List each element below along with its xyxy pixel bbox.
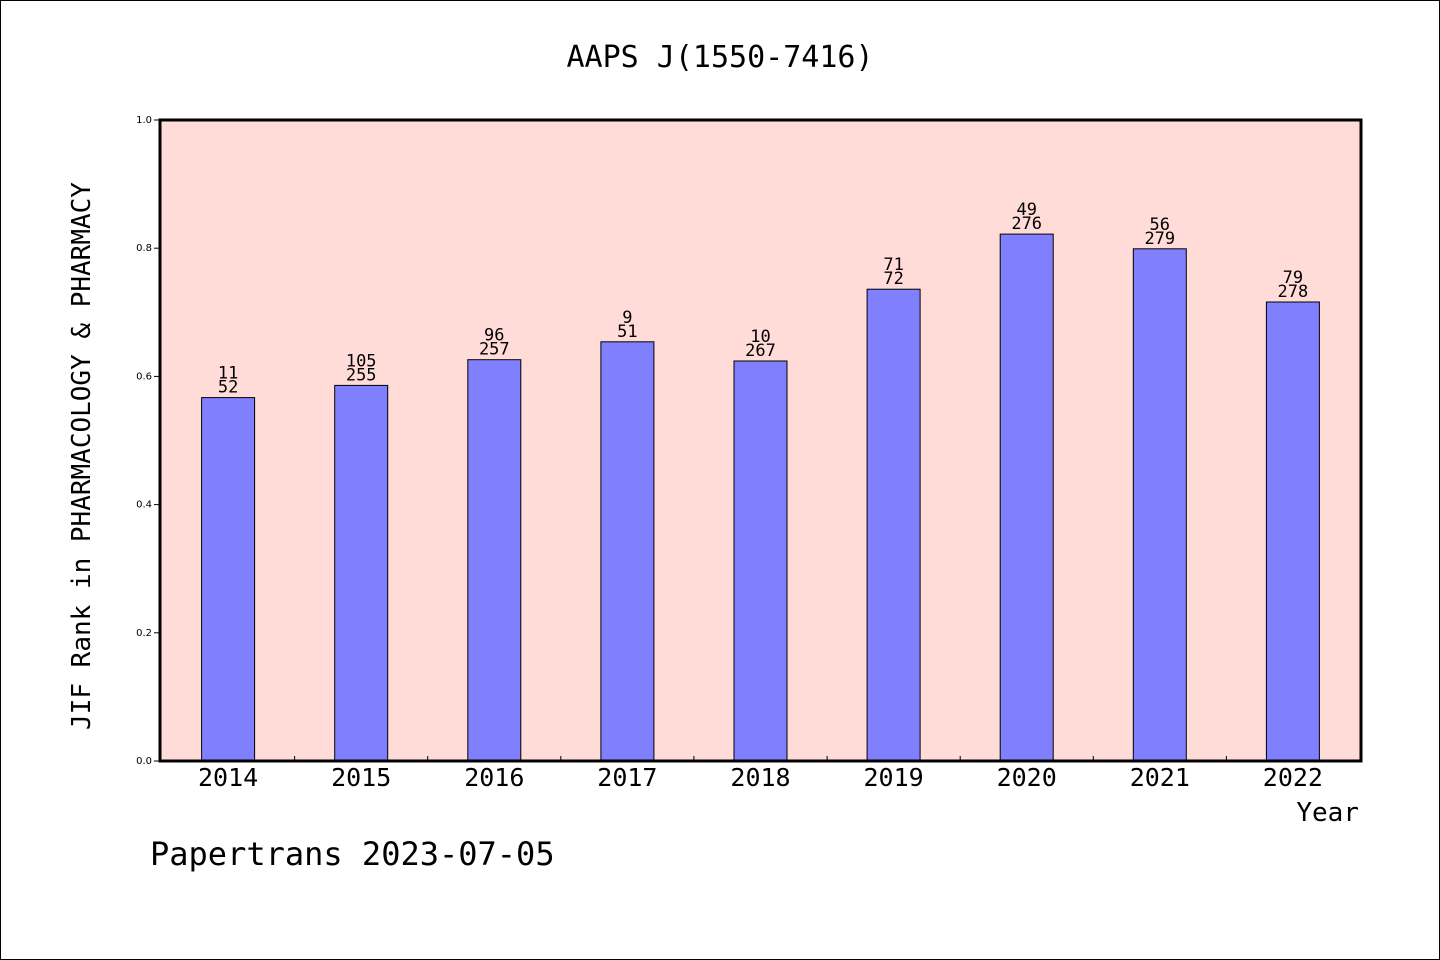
- bar-rank-label: 11: [218, 364, 238, 384]
- bar-rank-label: 105: [346, 351, 377, 371]
- x-tick-label: 2017: [597, 763, 657, 792]
- y-axis-label: JIF Rank in PHARMACOLOGY & PHARMACY: [67, 182, 97, 730]
- bar: [866, 288, 921, 762]
- bar-rank-label: 9: [622, 308, 632, 328]
- bar-total-label: 51: [617, 322, 637, 342]
- x-tick-label: 2020: [997, 763, 1057, 792]
- bar-rank-label: 96: [484, 326, 504, 346]
- x-tick-label: 2022: [1263, 763, 1323, 792]
- bar-total-label: 52: [218, 378, 238, 398]
- x-tick-label: 2021: [1130, 763, 1190, 792]
- bar: [1265, 301, 1320, 762]
- bars-group: [201, 233, 1320, 762]
- bar: [999, 233, 1054, 762]
- bar-rank-label: 71: [883, 255, 903, 275]
- y-tick-label: 0.2: [136, 628, 152, 639]
- plot-border: [158, 118, 1363, 763]
- bar-rank-label: 49: [1016, 200, 1036, 220]
- bar-total-label: 276: [1011, 214, 1042, 234]
- bar-total-label: 72: [883, 269, 903, 289]
- y-tick-label: 0.0: [136, 756, 152, 767]
- x-tick-label: 2019: [863, 763, 923, 792]
- bar: [201, 397, 256, 762]
- bar: [1132, 248, 1187, 762]
- y-tick-label: 1.0: [136, 115, 152, 126]
- bar-total-label: 255: [346, 365, 377, 385]
- bar-total-label: 278: [1278, 282, 1309, 302]
- bar-rank-label: 56: [1150, 215, 1170, 235]
- bar: [733, 360, 788, 762]
- bar-total-label: 267: [745, 341, 776, 361]
- y-tick-label: 0.8: [136, 243, 152, 254]
- x-axis: 2014 2015 2016 2017 2018 2019 2020 2021 2022: [198, 756, 1323, 792]
- chart-title: AAPS J(1550-7416): [566, 40, 873, 75]
- x-tick-label: 2018: [730, 763, 790, 792]
- x-tick-label: 2016: [464, 763, 524, 792]
- watermark: Papertrans 2023-07-05: [150, 835, 555, 873]
- bar-rank-label: 79: [1283, 268, 1303, 288]
- bar: [600, 341, 655, 762]
- bar: [334, 384, 389, 762]
- bar-total-label: 279: [1144, 229, 1175, 249]
- x-axis-label: Year: [1296, 798, 1359, 828]
- x-tick-label: 2014: [198, 763, 258, 792]
- y-axis: 0.0 0.2 0.4 0.6 0.8 1.0: [136, 115, 160, 767]
- y-tick-label: 0.4: [136, 500, 152, 511]
- y-tick-label: 0.6: [136, 371, 152, 382]
- bar-total-label: 257: [479, 340, 510, 360]
- bar: [467, 359, 522, 762]
- x-tick-label: 2015: [331, 763, 391, 792]
- bar-rank-label: 10: [750, 327, 770, 347]
